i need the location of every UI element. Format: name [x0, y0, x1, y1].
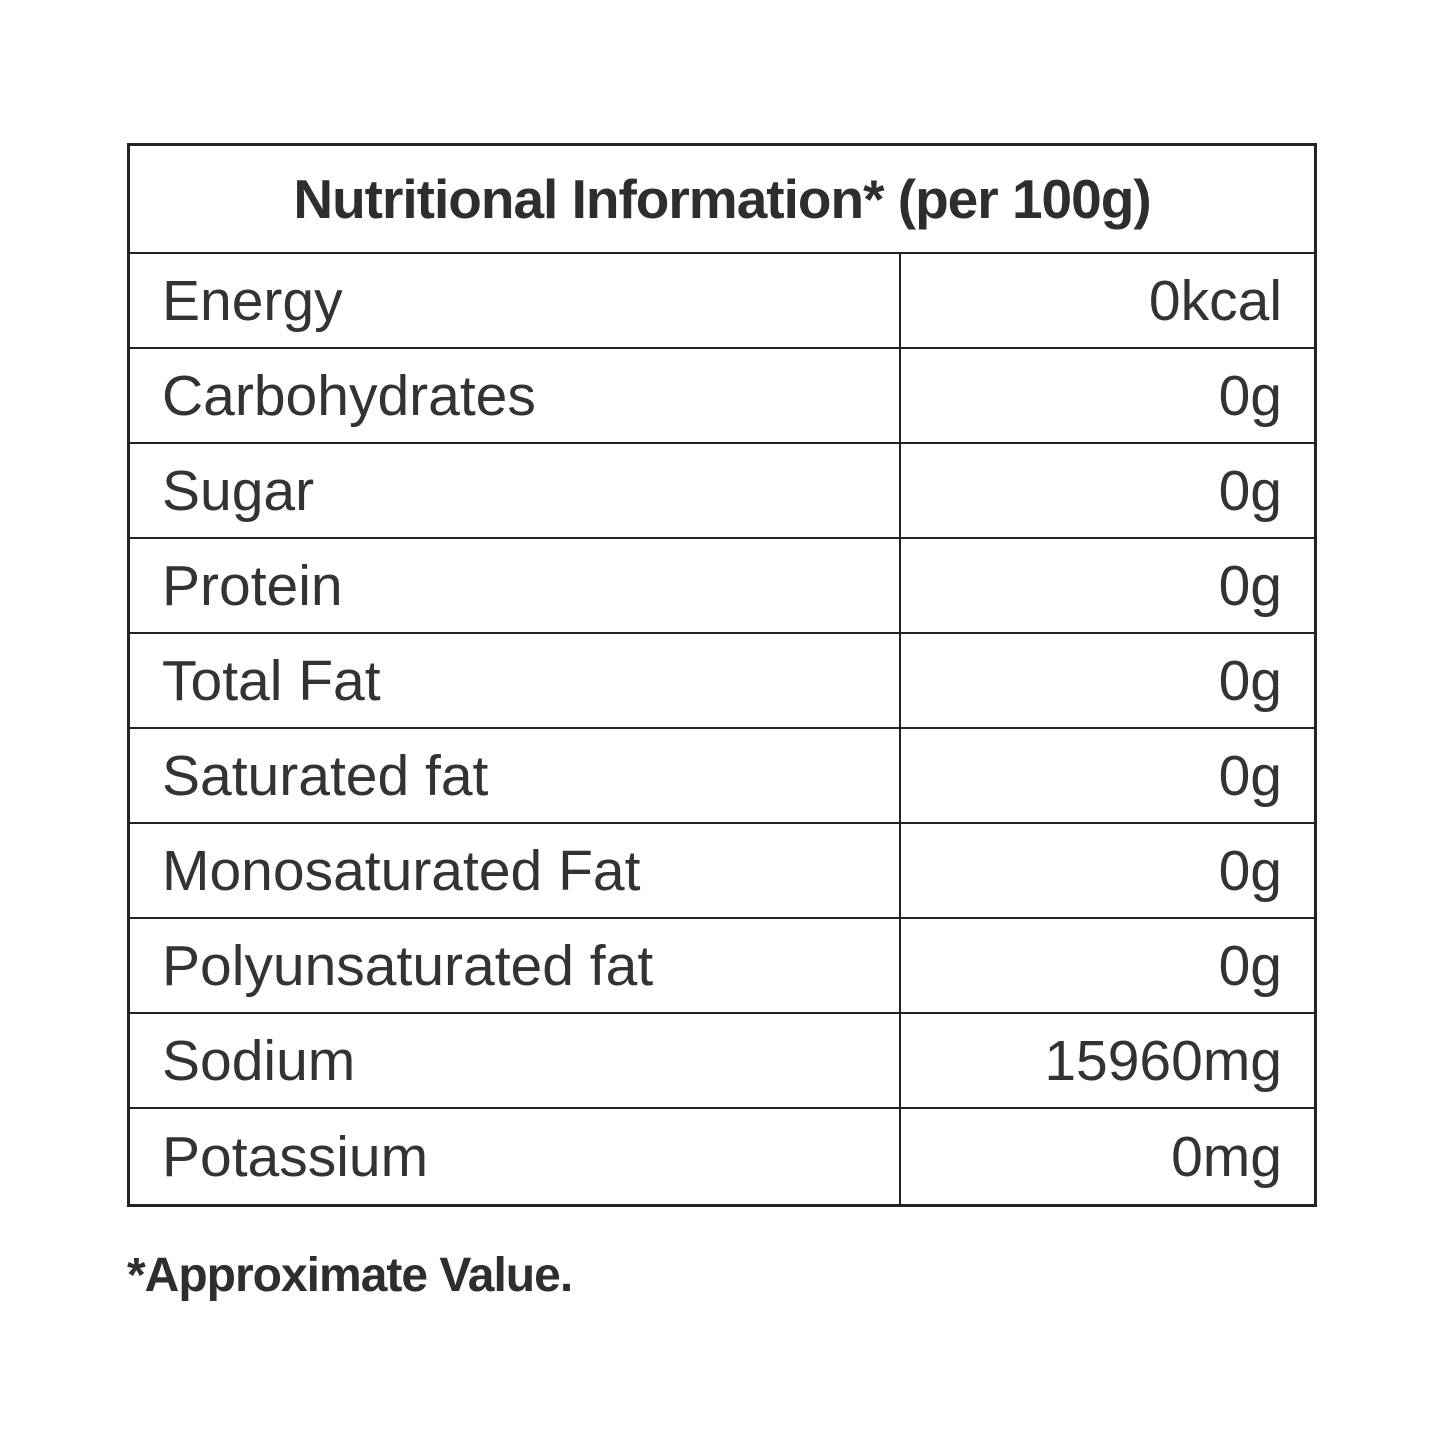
row-label: Total Fat — [130, 634, 901, 727]
row-value: 15960mg — [1044, 1028, 1282, 1093]
nutrition-table: Nutritional Information* (per 100g) Ener… — [127, 143, 1317, 1207]
row-value: 0g — [1218, 743, 1282, 808]
row-value: 0g — [1218, 933, 1282, 998]
row-label: Sugar — [130, 444, 901, 537]
approximate-value-footnote: *Approximate Value. — [127, 1249, 573, 1302]
row-label: Monosaturated Fat — [130, 824, 901, 917]
table-row-protein: Protein 0g — [130, 539, 1314, 634]
row-label: Energy — [130, 254, 901, 347]
row-value: 0g — [1218, 458, 1282, 523]
row-label: Carbohydrates — [130, 349, 901, 442]
row-value: 0g — [1218, 838, 1282, 903]
table-row-energy: Energy 0kcal — [130, 254, 1314, 349]
table-row-potassium: Potassium 0mg — [130, 1109, 1314, 1204]
row-value: 0kcal — [1148, 268, 1282, 333]
row-value: 0g — [1218, 363, 1282, 428]
table-row-monosaturated-fat: Monosaturated Fat 0g — [130, 824, 1314, 919]
table-row-total-fat: Total Fat 0g — [130, 634, 1314, 729]
table-row-saturated-fat: Saturated fat 0g — [130, 729, 1314, 824]
row-label: Saturated fat — [130, 729, 901, 822]
table-row-sodium: Sodium 15960mg — [130, 1014, 1314, 1109]
row-label: Polyunsaturated fat — [130, 919, 901, 1012]
row-value: 0g — [1218, 648, 1282, 713]
row-value: 0mg — [1171, 1124, 1282, 1189]
row-label: Protein — [130, 539, 901, 632]
table-row-sugar: Sugar 0g — [130, 444, 1314, 539]
row-label: Potassium — [130, 1109, 901, 1204]
table-title: Nutritional Information* (per 100g) — [130, 146, 1314, 254]
row-label: Sodium — [130, 1014, 901, 1107]
row-value: 0g — [1218, 553, 1282, 618]
table-row-polyunsaturated-fat: Polyunsaturated fat 0g — [130, 919, 1314, 1014]
table-row-carbohydrates: Carbohydrates 0g — [130, 349, 1314, 444]
